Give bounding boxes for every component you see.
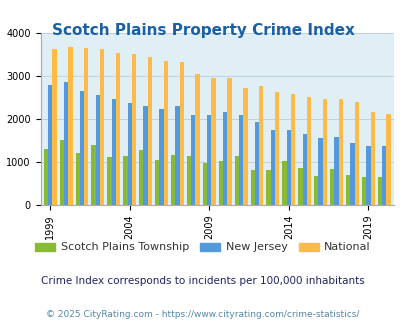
Text: Crime Index corresponds to incidents per 100,000 inhabitants: Crime Index corresponds to incidents per…	[41, 276, 364, 286]
Bar	[155, 160, 159, 205]
Bar	[345, 175, 350, 205]
Bar	[143, 106, 147, 205]
Bar	[274, 92, 279, 205]
Bar	[147, 57, 152, 205]
Bar	[107, 156, 111, 205]
Bar	[132, 54, 136, 205]
Bar	[186, 156, 191, 205]
Bar	[91, 145, 96, 205]
Bar	[334, 137, 338, 205]
Bar	[218, 161, 222, 205]
Bar	[179, 62, 183, 205]
Bar	[290, 94, 294, 205]
Bar	[60, 140, 64, 205]
Bar	[354, 103, 358, 205]
Bar	[381, 146, 386, 205]
Bar	[329, 169, 334, 205]
Bar	[139, 150, 143, 205]
Bar	[270, 130, 274, 205]
Bar	[123, 156, 127, 205]
Bar	[298, 168, 302, 205]
Bar	[370, 112, 374, 205]
Bar	[171, 155, 175, 205]
Bar	[243, 88, 247, 205]
Bar	[75, 153, 80, 205]
Bar	[159, 109, 163, 205]
Bar	[281, 161, 286, 205]
Bar	[195, 74, 199, 205]
Bar	[116, 53, 120, 205]
Bar	[238, 115, 243, 205]
Bar	[258, 86, 263, 205]
Bar	[111, 99, 116, 205]
Bar	[338, 99, 342, 205]
Bar	[84, 48, 88, 205]
Bar	[127, 103, 132, 205]
Bar	[365, 146, 370, 205]
Bar	[322, 99, 326, 205]
Bar	[163, 61, 168, 205]
Bar	[286, 130, 290, 205]
Bar	[80, 91, 84, 205]
Bar	[361, 177, 365, 205]
Bar	[44, 149, 48, 205]
Bar	[227, 78, 231, 205]
Bar	[306, 97, 310, 205]
Bar	[302, 134, 306, 205]
Bar	[48, 85, 52, 205]
Bar	[222, 112, 227, 205]
Bar	[207, 115, 211, 205]
Bar	[64, 82, 68, 205]
Bar	[202, 163, 207, 205]
Bar	[318, 138, 322, 205]
Text: Scotch Plains Property Crime Index: Scotch Plains Property Crime Index	[51, 23, 354, 38]
Bar	[250, 170, 254, 205]
Bar	[266, 170, 270, 205]
Bar	[100, 49, 104, 205]
Bar	[350, 143, 354, 205]
Bar	[191, 115, 195, 205]
Bar	[313, 176, 318, 205]
Bar	[96, 95, 100, 205]
Bar	[254, 122, 258, 205]
Bar	[175, 106, 179, 205]
Legend: Scotch Plains Township, New Jersey, National: Scotch Plains Township, New Jersey, Nati…	[31, 238, 374, 257]
Bar	[377, 177, 381, 205]
Bar	[211, 78, 215, 205]
Bar	[68, 47, 72, 205]
Text: © 2025 CityRating.com - https://www.cityrating.com/crime-statistics/: © 2025 CityRating.com - https://www.city…	[46, 310, 359, 319]
Bar	[386, 114, 390, 205]
Bar	[52, 49, 56, 205]
Bar	[234, 156, 238, 205]
